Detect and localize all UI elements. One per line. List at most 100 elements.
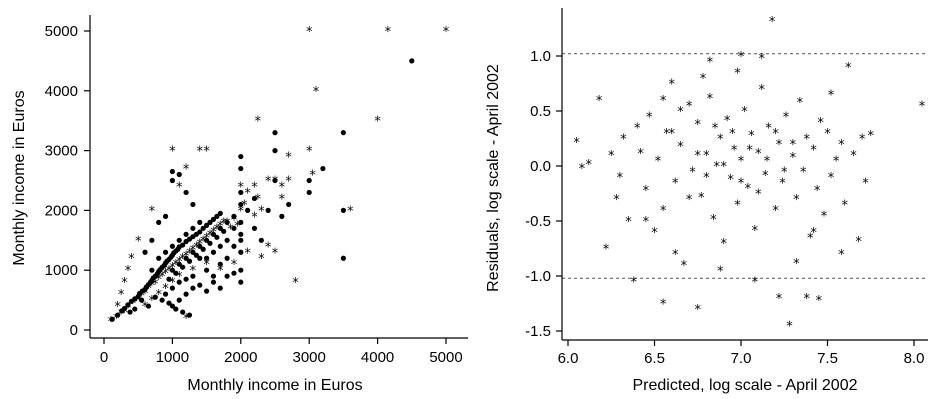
right-y-tick-label: 1.0 — [530, 48, 551, 65]
data-point-dot — [139, 297, 145, 303]
right-panel: ** **************************************… — [485, 8, 928, 394]
data-point-dot — [193, 252, 199, 258]
residual-point-star: * — [738, 177, 745, 192]
residual-point-star: * — [663, 127, 670, 142]
data-point-star: * — [142, 300, 149, 315]
data-point-dot — [125, 302, 131, 308]
data-point-dot — [210, 249, 217, 255]
residual-point-star: * — [689, 166, 696, 181]
data-point-dot — [173, 306, 179, 312]
residual-point-star: * — [814, 184, 821, 199]
data-point-dot — [238, 219, 244, 225]
data-point-dot — [183, 189, 189, 196]
data-point-star: * — [135, 234, 142, 249]
right-x-tick-label: 7.5 — [817, 350, 838, 367]
residual-point-star: * — [643, 215, 650, 230]
data-point-dot — [231, 270, 237, 276]
residual-point-star: * — [672, 177, 679, 192]
data-point-dot — [156, 255, 162, 261]
left-x-tick-label: 0 — [100, 349, 108, 366]
residual-point-star: * — [620, 133, 627, 148]
residual-point-star: * — [803, 133, 810, 148]
data-point-dot — [132, 306, 138, 312]
data-point-star: * — [207, 228, 214, 243]
data-point-star: * — [265, 175, 272, 190]
left-y-tick-label: 3000 — [45, 143, 78, 160]
data-point-dot — [166, 276, 172, 282]
data-point-dot — [109, 316, 115, 322]
right-axis-ticks: 6.0 6.5 7.0 7.5 8.0 1.0 0.5 0.0 -0.5 -1.0 -1.5 — [525, 48, 924, 367]
residual-point-star: * — [772, 204, 779, 219]
data-point-dot — [180, 309, 186, 315]
data-point-star: * — [114, 300, 121, 315]
data-point-dot — [340, 255, 346, 261]
residual-point-star: * — [703, 171, 710, 186]
data-point-dot — [197, 282, 203, 288]
right-x-tick-label: 6.0 — [558, 350, 579, 367]
data-point-dot — [162, 249, 169, 255]
data-point-star: * — [186, 246, 193, 261]
residual-point-star: * — [772, 127, 779, 142]
data-point-dot — [159, 297, 165, 303]
residual-point-star: * — [608, 149, 615, 164]
data-point-star: * — [108, 315, 115, 330]
data-point-star: * — [238, 180, 245, 195]
residual-point-star: * — [817, 116, 824, 131]
residual-point-star: * — [738, 155, 745, 170]
right-y-tick-label: 0.0 — [530, 158, 551, 175]
data-point-dot — [169, 168, 175, 175]
data-point-dot — [200, 246, 206, 252]
left-panel: *************************************** *… — [11, 15, 468, 394]
data-point-dot — [176, 297, 182, 303]
residual-point-star: * — [712, 122, 719, 137]
data-point-dot — [162, 291, 169, 297]
data-point-star: * — [121, 306, 128, 321]
residual-point-star: * — [603, 243, 610, 258]
data-point-dot — [186, 258, 193, 264]
residual-point-star: * — [707, 56, 714, 71]
data-point-dot — [176, 237, 182, 243]
data-point-star: * — [197, 145, 204, 160]
left-y-tick-label: 2000 — [45, 202, 78, 219]
data-point-star: * — [214, 222, 221, 237]
data-point-star: * — [285, 151, 292, 166]
left-x-tick-label: 3000 — [293, 349, 326, 366]
data-point-dot — [169, 285, 175, 291]
data-point-dot — [200, 225, 206, 231]
residual-point-star: * — [816, 294, 823, 309]
right-y-tick-label: -1.0 — [525, 268, 551, 285]
data-point-star: * — [241, 198, 248, 213]
residual-point-star: * — [764, 155, 771, 170]
data-point-star: * — [309, 169, 316, 184]
data-point-dot — [272, 130, 278, 136]
residual-point-star: * — [793, 257, 800, 272]
data-point-dot — [204, 222, 210, 228]
residual-point-star: * — [793, 193, 800, 208]
residual-point-star: * — [752, 224, 759, 239]
data-point-dot — [169, 177, 175, 184]
data-point-star: * — [255, 192, 262, 207]
left-y-axis-title: Monthly income in Euros — [11, 90, 28, 265]
data-point-star: * — [272, 175, 279, 190]
data-point-dot — [115, 312, 121, 318]
data-point-star: * — [306, 25, 313, 40]
data-point-dot — [197, 255, 203, 261]
data-point-star: * — [190, 243, 197, 258]
right-plot-marks: ** **************************************… — [573, 15, 925, 335]
residual-point-star: * — [828, 89, 835, 104]
residual-point-star: * — [695, 118, 702, 133]
data-point-star: * — [197, 237, 204, 252]
residual-point-star: * — [919, 100, 926, 115]
residual-point-star: * — [681, 259, 688, 274]
data-point-star: * — [347, 204, 354, 219]
residual-point-star: * — [669, 78, 676, 93]
data-point-dot — [156, 219, 162, 225]
residual-point-star: * — [776, 138, 783, 153]
residual-point-star: * — [803, 292, 810, 307]
data-point-star: * — [234, 219, 241, 234]
residual-point-star: * — [762, 169, 769, 184]
data-point-dot — [258, 237, 264, 243]
data-point-star: * — [190, 264, 197, 279]
residual-point-star: * — [781, 166, 788, 181]
